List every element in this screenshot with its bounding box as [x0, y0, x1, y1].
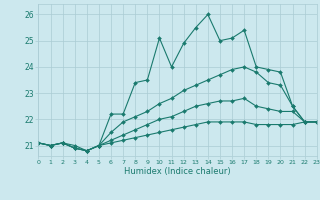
X-axis label: Humidex (Indice chaleur): Humidex (Indice chaleur)	[124, 167, 231, 176]
